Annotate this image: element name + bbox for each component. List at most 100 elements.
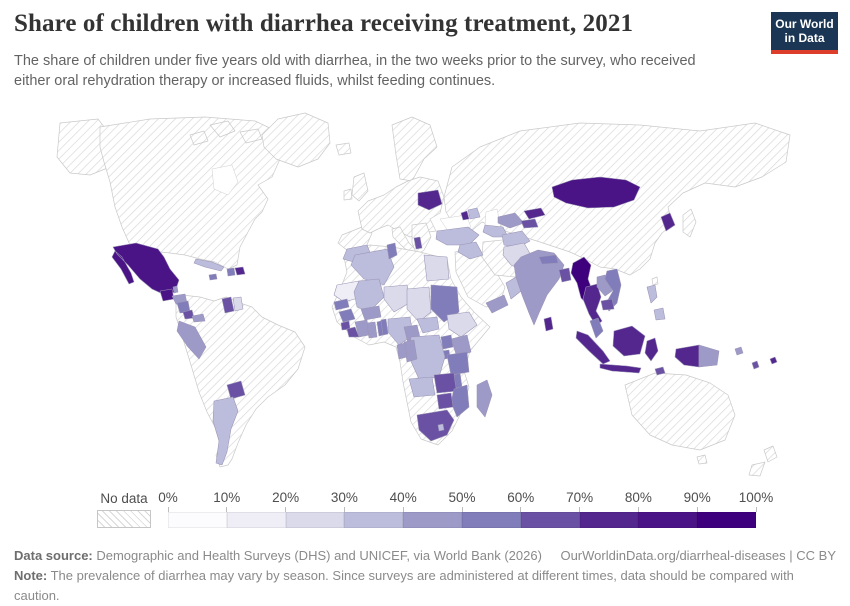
country-yemen: [485, 294, 509, 314]
country-mongolia: [551, 176, 641, 209]
note-text: The prevalence of diarrhea may vary by s…: [14, 568, 794, 603]
owid-logo-line2: in Data: [784, 31, 825, 45]
country-peru: [176, 320, 207, 360]
region-arctic-islands-nodata: [189, 120, 263, 146]
legend-color-ramp: 0% 10% 20% 30% 40% 50% 60% 70% 80% 90% 100%: [158, 490, 773, 528]
country-bangladesh: [558, 267, 572, 283]
legend-tick-mark: [696, 507, 698, 512]
country-azerbaijan: [467, 207, 481, 220]
data-source-line: Data source: Demographic and Health Surv…: [14, 546, 542, 566]
country-tanzania: [446, 351, 470, 376]
owid-logo[interactable]: Our World in Data: [771, 12, 838, 54]
data-source-text: Demographic and Health Surveys (DHS) and…: [92, 548, 542, 563]
country-lesotho: [437, 423, 445, 432]
legend-color-bar[interactable]: [167, 507, 757, 528]
country-belarus: [417, 189, 443, 211]
country-uzbekistan: [497, 212, 525, 229]
country-papua-new-guinea: [698, 344, 720, 368]
country-guyana: [221, 296, 235, 314]
country-dominican-republic: [234, 266, 246, 276]
country-egypt: [423, 254, 450, 282]
country-algeria: [350, 248, 395, 286]
legend-tick-mark: [343, 507, 345, 512]
country-turkmenistan: [482, 224, 509, 238]
country-india: [513, 249, 565, 326]
region-central-europe-nodata: [357, 176, 445, 238]
page-title: Share of children with diarrhea receivin…: [14, 10, 634, 37]
country-indonesia: [575, 325, 700, 374]
country-niger: [383, 284, 412, 313]
country-zimbabwe: [436, 392, 454, 410]
region-australia-nodata: [624, 372, 736, 451]
legend-tick-label: 70%: [566, 490, 594, 505]
legend-tick-labels: 0% 10% 20% 30% 40% 50% 60% 70% 80% 90% 100%: [158, 490, 773, 508]
country-uganda: [440, 334, 454, 350]
country-haiti: [226, 267, 236, 277]
country-kenya: [450, 334, 472, 358]
legend-tick-mark: [637, 507, 639, 512]
country-panama: [191, 313, 206, 323]
legend-tick-label: 10%: [213, 490, 241, 505]
country-tunisia: [386, 242, 398, 260]
map-legend: No data 0% 10% 20% 30% 40% 50% 60% 70% 80% 90% 100…: [97, 490, 773, 528]
note-label: Note:: [14, 568, 48, 583]
legend-color-segment[interactable]: [168, 512, 227, 528]
country-madagascar: [476, 379, 493, 418]
world-map: [0, 106, 850, 490]
country-ethiopia: [446, 311, 478, 338]
hudson-bay: [211, 164, 239, 196]
legend-tick-mark: [226, 507, 228, 512]
legend-tick-label: 0%: [158, 490, 178, 505]
country-guinea: [338, 308, 356, 323]
legend-tick-mark: [461, 507, 463, 512]
country-argentina: [212, 396, 239, 466]
world-map-svg: [56, 112, 791, 477]
legend-tick-label: 20%: [272, 490, 300, 505]
legend-color-segment[interactable]: [344, 512, 404, 528]
region-british-isles-nodata: [343, 172, 369, 202]
legend-color-segment[interactable]: [579, 512, 639, 528]
country-philippines: [646, 284, 666, 321]
legend-color-segment[interactable]: [638, 512, 698, 528]
legend-tick-label: 30%: [330, 490, 358, 505]
country-gabon: [396, 342, 408, 360]
legend-tick-mark: [402, 507, 404, 512]
country-cambodia: [600, 298, 615, 311]
country-iraq: [457, 241, 484, 260]
country-paraguay: [226, 380, 246, 400]
country-south-africa: [416, 409, 455, 442]
country-suriname: [232, 296, 244, 312]
legend-tick-label: 50%: [448, 490, 476, 505]
country-chad: [406, 286, 432, 323]
country-burkina-faso: [360, 305, 382, 321]
legend-tick-mark: [755, 507, 757, 512]
legend-color-segment[interactable]: [403, 512, 462, 528]
region-new-zealand-nodata: [748, 445, 778, 477]
legend-no-data-swatch[interactable]: [97, 510, 151, 528]
legend-color-segment[interactable]: [697, 512, 756, 528]
country-ghana: [366, 321, 378, 339]
attribution-link[interactable]: OurWorldinData.org/diarrheal-diseases | …: [560, 548, 836, 563]
region-iceland-nodata: [335, 142, 352, 156]
country-thailand: [582, 283, 603, 327]
legend-color-segment[interactable]: [285, 512, 345, 528]
country-timor-leste: [654, 366, 666, 376]
legend-tick-mark: [167, 507, 169, 512]
country-fiji: [769, 356, 778, 365]
legend-tick-mark: [285, 507, 287, 512]
country-senegal: [333, 298, 350, 311]
legend-color-segment[interactable]: [461, 512, 521, 528]
country-albania: [413, 236, 423, 250]
legend-color-segment[interactable]: [520, 512, 580, 528]
region-greenland-nodata: [261, 112, 331, 168]
chart-subtitle: The share of children under five years o…: [14, 53, 696, 89]
country-cuba: [193, 258, 225, 272]
owid-logo-line1: Our World: [775, 17, 834, 31]
legend-no-data-label: No data: [100, 491, 148, 506]
country-nepal: [538, 254, 559, 265]
legend-color-segment[interactable]: [226, 512, 286, 528]
data-source-label: Data source:: [14, 548, 93, 563]
data-countries[interactable]: [111, 176, 778, 466]
legend-no-data[interactable]: No data: [97, 491, 151, 528]
country-jamaica: [208, 273, 218, 281]
